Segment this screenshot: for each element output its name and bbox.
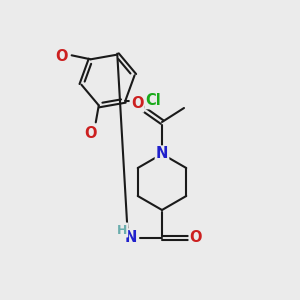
Text: Cl: Cl xyxy=(146,93,161,108)
Text: O: O xyxy=(131,97,143,112)
Text: O: O xyxy=(56,49,68,64)
Text: H: H xyxy=(117,224,127,236)
Text: O: O xyxy=(190,230,202,245)
Text: O: O xyxy=(85,126,97,141)
Text: N: N xyxy=(125,230,137,244)
Text: N: N xyxy=(156,146,168,161)
